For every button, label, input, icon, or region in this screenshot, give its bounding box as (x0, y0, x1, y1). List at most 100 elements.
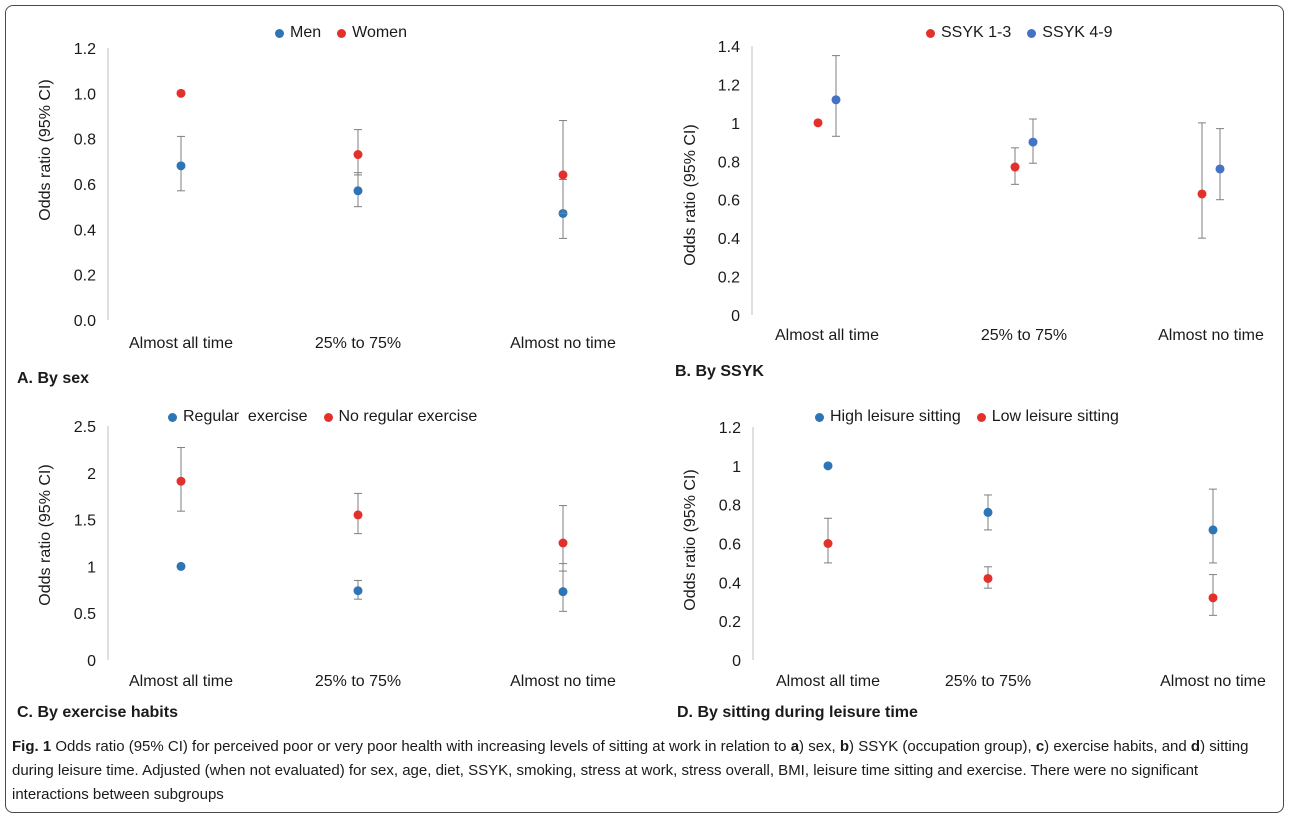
x-tick-label: Almost all time (129, 335, 233, 352)
data-point (831, 95, 841, 105)
chart-svg: 0 0.2 0.4 0.6 0.8 1 1.2 Odds ratio (95% CI) Almo… (682, 420, 1266, 690)
data-point (176, 88, 186, 98)
y-tick-label: 0.8 (74, 132, 96, 149)
y-tick-label: 0.2 (718, 270, 740, 287)
data-point (176, 476, 186, 486)
data-point (176, 561, 186, 571)
caption-key: d (1190, 738, 1201, 755)
y-tick-label: 1.2 (74, 41, 96, 58)
data-point (1215, 164, 1225, 174)
data-point (983, 507, 993, 517)
data-point (353, 150, 363, 160)
x-tick-label: Almost all time (129, 673, 233, 690)
y-axis-label: Odds ratio (95% CI) (682, 469, 699, 610)
x-tick-label: Almost no time (510, 335, 616, 352)
legend-marker (926, 28, 935, 38)
x-tick-label: Almost no time (1158, 327, 1264, 344)
y-tick-label: 1.2 (718, 77, 740, 94)
legend-label: Men (290, 24, 322, 41)
legend-item: Men (275, 24, 321, 42)
legend-marker (168, 412, 177, 422)
data-point (1208, 525, 1218, 535)
y-tick-label: 1 (87, 559, 96, 576)
caption-text: ) exercise habits, and (1044, 738, 1191, 755)
legend-item: Women (337, 24, 407, 42)
legend-marker (1027, 28, 1037, 38)
legend-item: Low leisure sitting (976, 408, 1119, 426)
legend-label: Low leisure sitting (991, 408, 1119, 425)
legend-label: High leisure sitting (830, 408, 961, 425)
y-tick-label: 1 (731, 116, 740, 133)
y-tick-label: 2 (87, 466, 96, 483)
x-tick-label: 25% to 75% (315, 335, 401, 352)
y-tick-label: 0.4 (718, 231, 740, 248)
data-point (823, 539, 833, 548)
chart-svg: 0 0.5 1 1.5 2 2.5 Odds ratio (95% CI) Almost al… (37, 419, 616, 690)
caption-text: ) SSYK (occupation group), (849, 738, 1036, 755)
x-tick-label: Almost all time (776, 673, 880, 690)
chart-svg: 0.0 0.2 0.4 0.6 0.8 1.0 1.2 Odds ratio (95% CI)… (37, 41, 616, 352)
chart-svg: 0 0.2 0.4 0.6 0.8 1 1.2 1.4 Odds ratio (95% CI) A… (682, 39, 1264, 344)
x-tick-label: 25% to 75% (945, 673, 1031, 690)
data-point (558, 587, 568, 597)
legend: High leisure sitting Low leisure sitting (815, 408, 1119, 426)
y-tick-label: 0.6 (719, 537, 741, 554)
caption-key: b (839, 738, 850, 755)
y-tick-label: 0 (87, 653, 96, 670)
y-tick-label: 0 (732, 653, 741, 670)
legend-item: High leisure sitting (815, 408, 961, 426)
y-tick-label: 1.5 (74, 513, 96, 530)
chart-panel-b: SSYK 1-3 SSYK 4-9 B. By SSYK 0 0.2 0.4 0.6 0… (645, 0, 1290, 400)
y-tick-label: 1 (732, 459, 741, 476)
data-point (1208, 593, 1218, 603)
legend: SSYK 1-3 SSYK 4-9 (926, 24, 1113, 42)
y-tick-label: 0.8 (719, 498, 741, 515)
y-tick-label: 0.2 (74, 268, 96, 285)
panel-title: B. By SSYK (675, 363, 764, 380)
y-axis-label: Odds ratio (95% CI) (37, 464, 54, 605)
legend-item: SSYK 4-9 (1027, 24, 1113, 42)
y-tick-label: 0.4 (719, 575, 741, 592)
y-tick-label: 0.8 (718, 154, 740, 171)
legend-marker (337, 28, 347, 38)
chart-panel-d: High leisure sitting Low leisure sitting… (645, 400, 1290, 730)
chart-panel-c: Regular exercise No regular exercise C. … (0, 400, 645, 730)
caption-key: c (1035, 738, 1045, 755)
legend-marker (976, 412, 986, 422)
legend-marker (275, 28, 284, 38)
caption-text: ) sex, (799, 738, 840, 755)
legend-label: Regular exercise (183, 408, 308, 425)
legend: Men Women (275, 24, 407, 42)
data-point (558, 170, 568, 180)
caption-text: ) sitting during leisure time. Adjusted … (12, 738, 1249, 803)
legend-marker (815, 412, 824, 422)
panel-title: A. By sex (17, 370, 90, 387)
legend-item: No regular exercise (323, 408, 478, 426)
figure-frame (5, 5, 1284, 813)
chart-panel-a: Men Women A. By sex 0.0 0.2 0.4 0.6 0.8 1.0 1.… (0, 0, 645, 400)
y-tick-label: 1.4 (718, 39, 740, 56)
figure-caption: Fig. 1 Odds ratio (95% CI) for perceived… (12, 735, 1272, 807)
data-point (823, 461, 833, 471)
y-tick-label: 1.0 (74, 86, 96, 103)
y-tick-label: 0.0 (74, 313, 96, 330)
x-tick-label: Almost no time (510, 673, 616, 690)
data-point (813, 118, 823, 128)
legend-item: Regular exercise (168, 408, 308, 426)
data-point (983, 573, 993, 583)
panel-title: C. By exercise habits (17, 704, 178, 721)
legend-label: No regular exercise (338, 408, 478, 425)
data-point (1010, 162, 1020, 172)
data-point (353, 186, 363, 196)
legend-label: Women (352, 24, 407, 41)
y-axis-label: Odds ratio (95% CI) (682, 124, 699, 265)
legend-item: SSYK 1-3 (926, 24, 1011, 42)
x-tick-label: Almost no time (1160, 673, 1266, 690)
caption-key: a (790, 738, 800, 755)
x-tick-label: 25% to 75% (315, 673, 401, 690)
y-tick-label: 0.4 (74, 222, 96, 239)
y-axis-label: Odds ratio (95% CI) (37, 79, 54, 220)
panel-title: D. By sitting during leisure time (677, 704, 918, 721)
y-tick-label: 0 (731, 308, 740, 325)
caption-text: Odds ratio (95% CI) for perceived poor o… (51, 738, 791, 755)
